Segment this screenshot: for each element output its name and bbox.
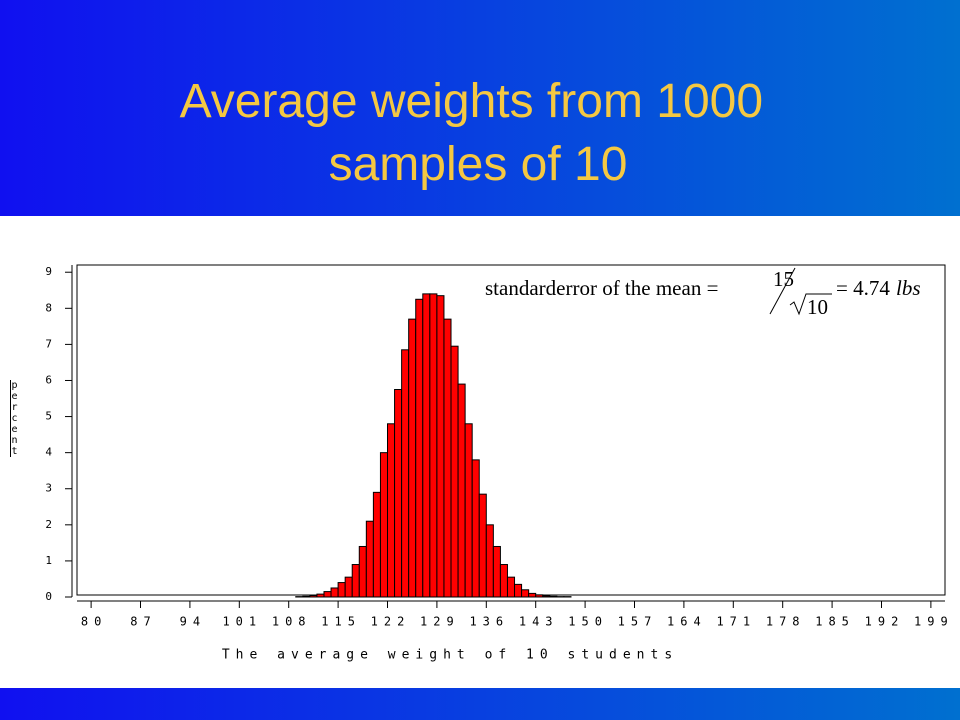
annotation: standarderror of the mean = 15 10 = 4.74… [485,267,921,319]
title-line: samples of 10 [329,138,628,191]
bar [358,545,367,598]
y-tick-label: 2 [45,518,52,531]
title-line: Average weights from 1000 [180,75,777,128]
bar [457,383,466,598]
y-tick-label: 7 [45,337,52,350]
bar [408,318,417,598]
bar [316,593,325,598]
y-tick-label: 6 [45,373,52,386]
y-tick-label: 5 [45,410,52,423]
bar [394,389,403,598]
bar [542,595,551,598]
y-tick-label: 8 [45,301,52,314]
sqrt-sign [789,293,832,316]
x-tick-label: 143 [519,615,559,629]
bar [302,595,311,598]
x-tick-label: 80 [81,615,107,629]
bar [464,423,473,598]
y-tick-label: 1 [45,554,52,567]
bar [478,493,487,598]
x-tick-label: 171 [716,615,756,629]
x-tick-label: 136 [469,615,509,629]
bar [387,423,396,598]
annotation-numerator: 15 [773,267,794,291]
y-tick-label: 0 [45,590,52,603]
bar [429,293,438,598]
bar [450,345,459,598]
x-tick-label: 164 [667,615,707,629]
x-tick-label: 178 [766,615,806,629]
x-tick-label: 122 [371,615,411,629]
x-tick-label: 115 [321,615,361,629]
bar [535,594,544,598]
slide-title: Average weights from 1000 samples of 10 [180,75,777,191]
fraction-slash [769,267,796,315]
bar [344,576,353,598]
bar [330,587,339,598]
x-axis-label: The average weight of 10 students [222,648,678,663]
bar [549,595,558,598]
y-tick-label: 9 [45,265,52,278]
x-tick-label: 192 [865,615,905,629]
bar [471,459,480,598]
annotation-lhs: standarderror of the mean = [485,276,718,300]
bar [401,349,410,598]
footer-band [0,688,960,720]
bar [379,452,389,598]
x-tick-label: 87 [130,615,156,629]
bar [365,520,374,598]
bar [514,583,523,598]
x-tick-label: 157 [618,615,658,629]
x-tick-label: 199 [914,615,954,629]
y-tick-label: 4 [45,446,52,459]
bar [422,293,431,598]
bar [372,491,381,598]
bar [337,582,346,598]
y-tick-label: 3 [45,482,52,495]
x-tick-label: 150 [568,615,608,629]
bar [436,295,445,598]
x-tick-label: 108 [272,615,312,629]
annotation-rhs: = 4.74 [836,276,890,300]
bar [351,564,360,598]
annotation-denominator: 10 [807,295,828,319]
y-axis-label: percent [9,380,20,457]
annotation-unit: lbs [896,276,921,300]
bar [323,591,332,598]
bar [443,318,452,598]
title-band [0,0,960,216]
bar [485,524,494,598]
x-tick-label: 185 [815,615,855,629]
x-tick-label: 94 [180,615,206,629]
bar [528,592,537,598]
bar [521,589,530,598]
x-tick-label: 101 [222,615,262,629]
bar [309,595,318,598]
bar [492,545,501,598]
bar [499,564,508,598]
x-tick-label: 129 [420,615,460,629]
bar [415,298,424,598]
bar [506,576,516,598]
